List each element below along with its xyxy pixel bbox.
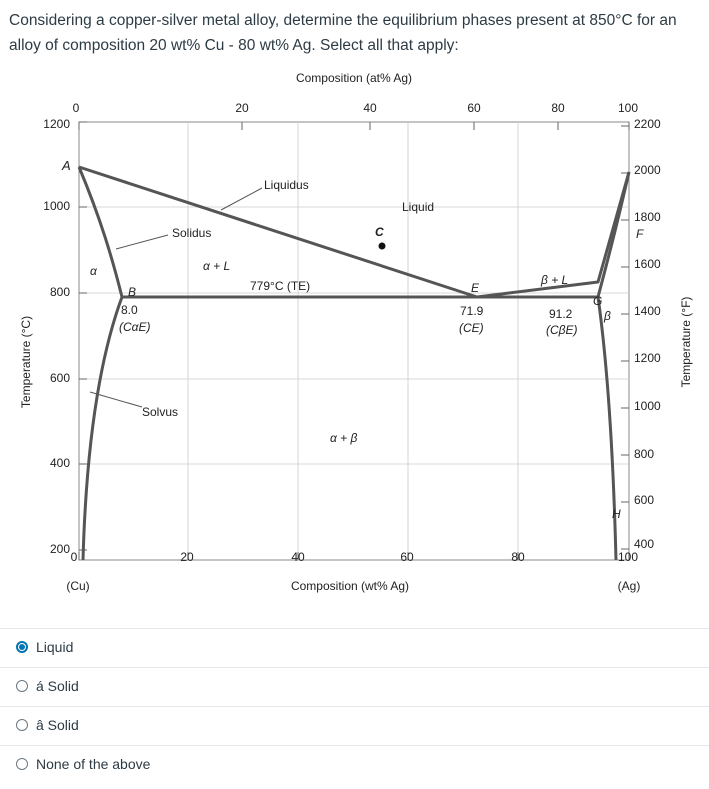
label-g-value: 91.2 <box>549 307 573 321</box>
option-liquid[interactable]: Liquid <box>0 628 709 667</box>
label-a: A <box>61 158 71 173</box>
diagram-labels: A α B 8.0 (CαE) Liquidus Solidus α + L 7… <box>61 158 644 521</box>
left-tick-labels: 1200 1000 800 600 400 200 <box>43 117 70 556</box>
solvus-line-alpha <box>83 297 122 560</box>
label-c: C <box>375 225 384 239</box>
radio-icon[interactable] <box>16 719 28 731</box>
label-alpha-l: α + L <box>203 259 230 273</box>
label-solvus: Solvus <box>142 405 178 419</box>
right-tick-label: 1600 <box>634 257 661 271</box>
question-text: Considering a copper-silver metal alloy,… <box>9 8 699 58</box>
top-tick-label: 100 <box>618 101 638 115</box>
right-tick-label: 1000 <box>634 399 661 413</box>
option-label: None of the above <box>36 756 150 772</box>
top-tick-label: 80 <box>551 101 565 115</box>
radio-icon[interactable] <box>16 758 28 770</box>
right-tick-label: 400 <box>634 537 654 551</box>
bottom-tick-labels: 0 20 40 60 80 100 <box>71 550 639 564</box>
label-f: F <box>636 227 644 241</box>
option-label: á Solid <box>36 678 79 694</box>
plot-frame <box>79 122 629 560</box>
radio-selected-icon[interactable] <box>16 641 28 653</box>
radio-icon[interactable] <box>16 680 28 692</box>
option-alpha-solid[interactable]: á Solid <box>0 667 709 706</box>
right-tick-label: 600 <box>634 493 654 507</box>
right-tick-label: 2000 <box>634 163 661 177</box>
answer-options: Liquid á Solid â Solid None of the above <box>0 628 709 784</box>
option-beta-solid[interactable]: â Solid <box>0 706 709 745</box>
solidus-line-beta <box>598 172 629 297</box>
bottom-tick-label: 100 <box>618 550 638 564</box>
label-liquid: Liquid <box>402 200 434 214</box>
option-label: Liquid <box>36 639 73 655</box>
label-g: G <box>593 294 602 308</box>
option-label: â Solid <box>36 717 79 733</box>
end-label-right: (Ag) <box>618 579 641 593</box>
top-tick-label: 60 <box>467 101 481 115</box>
right-axis-title: Temperature (°F) <box>679 297 693 388</box>
label-g-sub: (CβE) <box>546 323 578 337</box>
bottom-tick-label: 20 <box>180 550 194 564</box>
ticks <box>79 122 629 560</box>
left-axis-title: Temperature (°C) <box>19 316 33 408</box>
label-alpha-beta: α + β <box>330 431 358 445</box>
bottom-tick-label: 40 <box>291 550 305 564</box>
phase-boundaries <box>79 167 629 560</box>
left-tick-label: 1200 <box>43 117 70 131</box>
label-e: E <box>471 281 480 295</box>
solidus-line-alpha <box>79 167 122 297</box>
label-b: B <box>128 285 136 299</box>
option-none[interactable]: None of the above <box>0 745 709 784</box>
top-axis-title: Composition (at% Ag) <box>296 71 412 85</box>
label-solidus: Solidus <box>172 226 211 240</box>
label-eutectic-temp: 779°C (TE) <box>250 279 310 293</box>
top-tick-label: 0 <box>73 101 80 115</box>
top-tick-labels: 0 20 40 60 80 100 <box>73 101 639 115</box>
grid <box>79 122 629 560</box>
label-liquidus: Liquidus <box>264 178 309 192</box>
right-tick-label: 1200 <box>634 351 661 365</box>
right-tick-labels: 2200 2000 1800 1600 1400 1200 1000 800 6… <box>634 117 661 551</box>
label-e-value: 71.9 <box>460 304 484 318</box>
label-beta-l: β + L <box>540 273 568 287</box>
bottom-tick-label: 0 <box>71 550 78 564</box>
right-tick-label: 2200 <box>634 117 661 131</box>
bottom-tick-label: 60 <box>400 550 414 564</box>
top-tick-label: 40 <box>363 101 377 115</box>
label-b-sub: (CαE) <box>119 320 151 334</box>
left-tick-label: 200 <box>50 542 70 556</box>
label-b-value: 8.0 <box>121 303 138 317</box>
end-label-left: (Cu) <box>66 579 89 593</box>
left-tick-label: 800 <box>50 285 70 299</box>
top-tick-label: 20 <box>235 101 249 115</box>
left-tick-label: 1000 <box>43 199 70 213</box>
phase-diagram: Composition (at% Ag) 0 20 40 60 80 100 T… <box>0 62 709 602</box>
right-tick-label: 1800 <box>634 210 661 224</box>
bottom-axis-title: Composition (wt% Ag) <box>291 579 409 593</box>
right-tick-label: 1400 <box>634 304 661 318</box>
left-tick-label: 600 <box>50 371 70 385</box>
point-c <box>379 243 386 250</box>
left-tick-label: 400 <box>50 456 70 470</box>
label-e-sub: (CE) <box>459 321 484 335</box>
label-beta: β <box>603 309 611 323</box>
label-alpha: α <box>90 264 98 278</box>
label-h: H <box>612 507 621 521</box>
bottom-tick-label: 80 <box>511 550 525 564</box>
right-tick-label: 800 <box>634 447 654 461</box>
